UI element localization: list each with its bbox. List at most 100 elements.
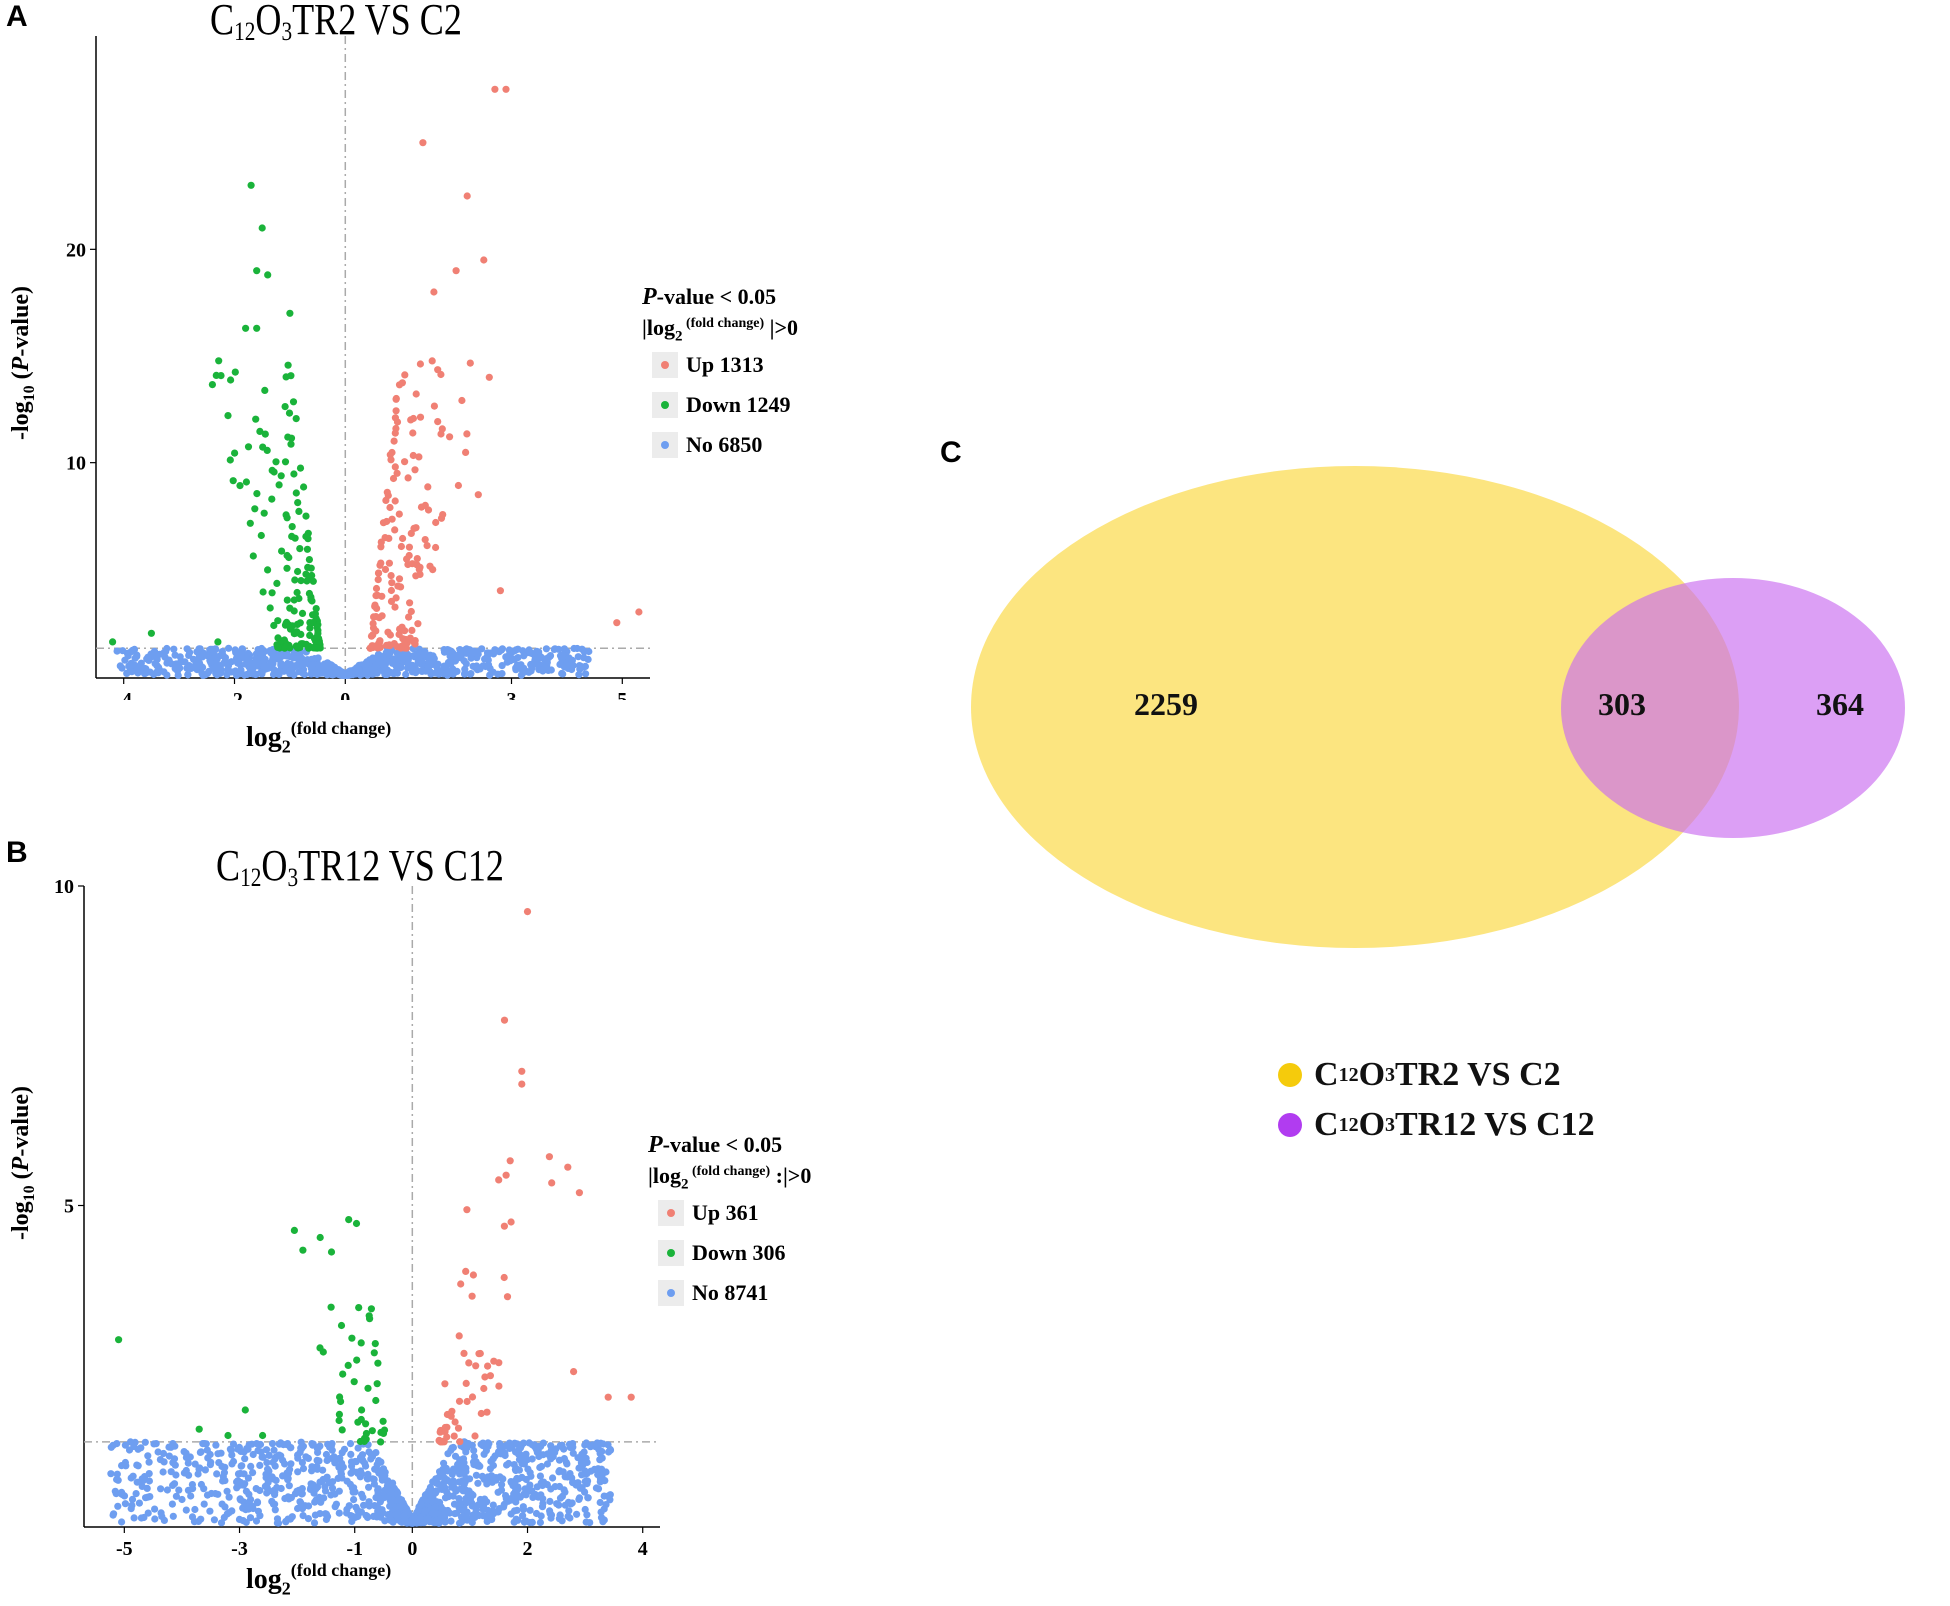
gene-point-no [234,1445,242,1453]
gene-point-up [412,390,420,398]
gene-point-no [600,1492,608,1500]
gene-point-up [386,503,394,512]
gene-point-up [369,624,378,632]
gene-point-down [272,458,280,466]
gene-point-no [335,1509,343,1517]
gene-point-no [200,1485,208,1493]
gene-point-down [313,644,321,652]
gene-point-no [416,1514,424,1522]
gene-point-no [128,1495,137,1503]
gene-point-up [399,534,407,543]
gene-point-no [330,1453,338,1461]
gene-point-no [223,1487,231,1495]
gene-point-down [244,443,253,451]
legend-b-condition-p: P-value < 0.05 [648,1132,783,1158]
gene-point-no [257,1448,265,1456]
gene-point-up [377,543,385,551]
gene-point-no [246,1514,255,1522]
gene-point-no [479,1512,487,1520]
gene-point-no [382,666,391,674]
gene-point-up [506,1157,514,1165]
data-points [109,85,643,680]
gene-point-up [413,555,421,563]
gene-point-down [217,372,225,380]
gene-point-down [370,1349,378,1357]
gene-point-no [573,1510,581,1518]
gene-point-up [397,644,405,652]
gene-point-no [470,1446,478,1455]
gene-point-no [472,1471,480,1479]
gene-point-down [366,1315,374,1323]
gene-point-no [316,1510,324,1518]
gene-point-no [279,1472,287,1480]
gene-point-no [218,1462,226,1471]
gene-point-no [135,1499,143,1507]
gene-point-up [455,1332,463,1340]
gene-point-no [412,669,420,677]
gene-point-no [256,1461,264,1469]
gene-point-no [489,1501,497,1509]
gene-point-up [503,1293,512,1301]
gene-point-up [564,1163,572,1171]
gene-point-no [157,1509,165,1517]
gene-point-up [452,267,460,275]
gene-point-down [270,468,278,476]
gene-point-up [391,603,399,611]
x-tick-label: 4 [638,1538,648,1560]
gene-point-down [305,556,313,564]
gene-point-up [384,628,392,636]
gene-point-no [134,669,142,677]
gene-point-down [277,472,285,480]
gene-point-up [387,586,395,595]
gene-point-no [547,1485,555,1493]
gene-point-no [147,650,155,658]
gene-point-up [393,469,401,477]
gene-point-no [160,1458,168,1466]
gene-point-no [434,660,442,668]
gene-point-up [463,192,471,200]
gene-point-no [119,647,127,655]
gene-point-no [520,1518,529,1526]
gene-point-down [224,1431,232,1440]
gene-point-no [312,1485,320,1493]
gene-point-no [498,1443,506,1451]
gene-point-no [558,669,566,678]
gene-point-no [482,654,490,663]
gene-point-no [489,1461,497,1470]
gene-point-down [242,478,250,486]
gene-point-no [508,1444,516,1452]
gene-point-no [461,670,469,678]
gene-point-up [468,1292,476,1300]
gene-point-no [524,1465,532,1473]
gene-point-no [580,648,588,656]
gene-point-down [286,644,294,652]
gene-point-no [459,1507,467,1515]
gene-point-no [168,1500,176,1508]
gene-point-no [219,1477,227,1485]
gene-point-no [270,666,278,674]
gene-point-no [198,653,206,661]
gene-point-down [268,589,276,597]
gene-point-no [350,1496,358,1504]
gene-point-down [115,1336,123,1344]
gene-point-down [215,357,223,365]
x-tick-label: 0 [407,1538,417,1560]
gene-point-no [574,653,582,661]
panel-label-b: B [6,836,28,869]
gene-point-down [275,481,283,489]
gene-point-up [462,448,470,456]
legend-a-item-up: Up 1313 [642,345,798,385]
gene-point-no [186,1453,194,1461]
gene-point-no [313,1444,321,1452]
gene-point-no [112,1490,120,1498]
gene-point-no [474,1461,483,1469]
gene-point-no [436,1498,444,1506]
gene-point-up [391,497,399,505]
gene-point-no [163,1486,171,1494]
gene-point-down [309,577,317,585]
gene-point-up [378,592,386,600]
gene-point-no [509,1482,517,1490]
gene-point-no [459,1455,468,1463]
gene-point-up [399,626,407,634]
gene-point-no [236,1495,244,1503]
